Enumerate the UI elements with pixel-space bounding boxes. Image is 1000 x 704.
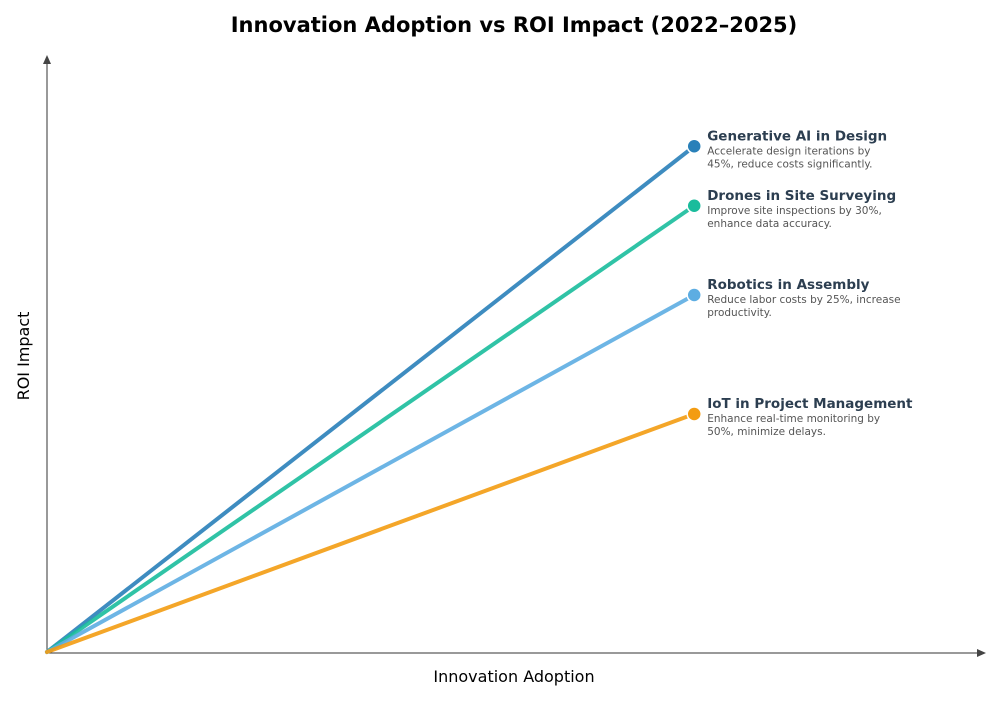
series-line-robotics-in-assembly [45, 293, 697, 654]
series-description-iot-in-project-management: Enhance real-time monitoring by [707, 413, 880, 425]
series-label-iot-in-project-management: IoT in Project Management [707, 396, 913, 412]
series-line-drones-in-site-surveying [45, 203, 697, 654]
series-description-drones-in-site-surveying: enhance data accuracy. [707, 218, 832, 230]
series-point-iot-in-project-management [686, 406, 702, 422]
series-label-robotics-in-assembly: Robotics in Assembly [707, 277, 869, 293]
chart-title: Innovation Adoption vs ROI Impact (2022–… [231, 13, 798, 37]
series-description-iot-in-project-management: 50%, minimize delays. [707, 426, 826, 438]
series-description-drones-in-site-surveying: Improve site inspections by 30%, [707, 205, 882, 217]
series-point-generative-ai-in-design [686, 138, 702, 154]
y-axis-label: ROI Impact [14, 312, 33, 401]
series-line-generative-ai-in-design [45, 144, 697, 654]
y-axis-arrow-icon [43, 55, 51, 64]
series-line-iot-in-project-management [45, 412, 697, 654]
series-description-robotics-in-assembly: productivity. [707, 307, 772, 319]
series-description-robotics-in-assembly: Reduce labor costs by 25%, increase [707, 294, 900, 306]
series-label-drones-in-site-surveying: Drones in Site Surveying [707, 188, 896, 204]
x-axis-label: Innovation Adoption [433, 667, 594, 686]
series-label-generative-ai-in-design: Generative AI in Design [707, 128, 887, 144]
series-point-robotics-in-assembly [686, 287, 702, 303]
series-point-drones-in-site-surveying [686, 198, 702, 214]
series-description-generative-ai-in-design: 45%, reduce costs significantly. [707, 158, 872, 170]
x-axis-arrow-icon [977, 649, 986, 657]
series-description-generative-ai-in-design: Accelerate design iterations by [707, 145, 870, 157]
